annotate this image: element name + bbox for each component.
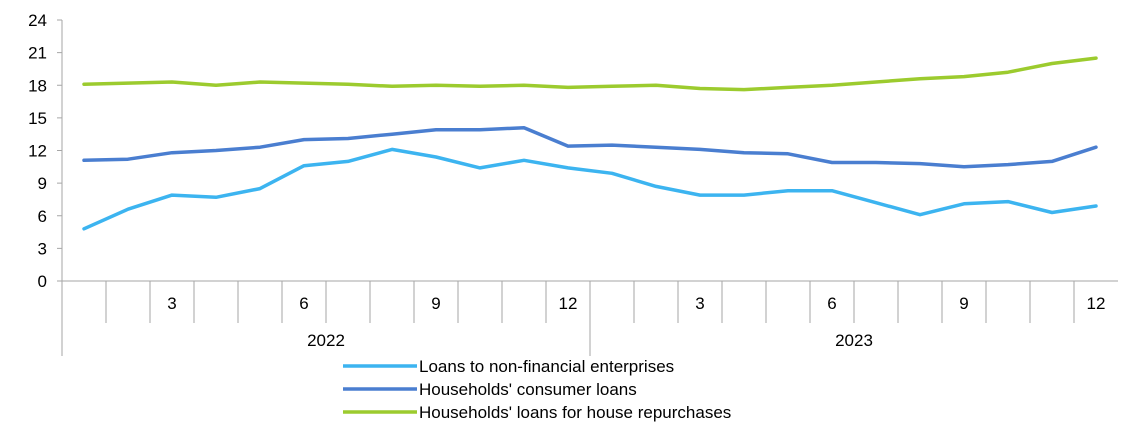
x-axis-tick-labels: 3 6 9 12 3 6 9 12 2022 2023 bbox=[167, 294, 1105, 350]
y-tick-label: 3 bbox=[38, 239, 47, 258]
chart-legend: Loans to non-financial enterprises Househ… bbox=[343, 357, 731, 422]
x-tick-label: 9 bbox=[959, 294, 968, 313]
y-tick-label: 0 bbox=[38, 272, 47, 291]
series-line-1 bbox=[82, 147, 1098, 231]
x-tick-label: 3 bbox=[695, 294, 704, 313]
legend-label: Households' loans for house repurchases bbox=[419, 403, 731, 422]
legend-label: Households' consumer loans bbox=[419, 380, 637, 399]
y-tick-label: 6 bbox=[38, 207, 47, 226]
x-tick-label: 3 bbox=[167, 294, 176, 313]
series-line-2 bbox=[82, 125, 1098, 169]
y-tick-label: 15 bbox=[28, 109, 47, 128]
y-tick-label: 21 bbox=[28, 44, 47, 63]
x-tick-label: 12 bbox=[559, 294, 578, 313]
y-tick-label: 12 bbox=[28, 142, 47, 161]
y-axis-tick-labels: 0 3 6 9 12 15 18 21 24 bbox=[28, 11, 47, 291]
x-tick-label: 6 bbox=[299, 294, 308, 313]
x-year-label: 2022 bbox=[307, 331, 345, 350]
x-tick-label: 12 bbox=[1087, 294, 1106, 313]
x-tick-label: 6 bbox=[827, 294, 836, 313]
x-tick-label: 9 bbox=[431, 294, 440, 313]
y-tick-label: 18 bbox=[28, 76, 47, 95]
y-tick-label: 24 bbox=[28, 11, 47, 30]
x-year-label: 2023 bbox=[835, 331, 873, 350]
y-tick-label: 9 bbox=[38, 174, 47, 193]
chart-series bbox=[82, 56, 1098, 231]
legend-label: Loans to non-financial enterprises bbox=[419, 357, 674, 376]
chart-axes bbox=[57, 19, 1118, 356]
series-line-3 bbox=[82, 56, 1098, 92]
